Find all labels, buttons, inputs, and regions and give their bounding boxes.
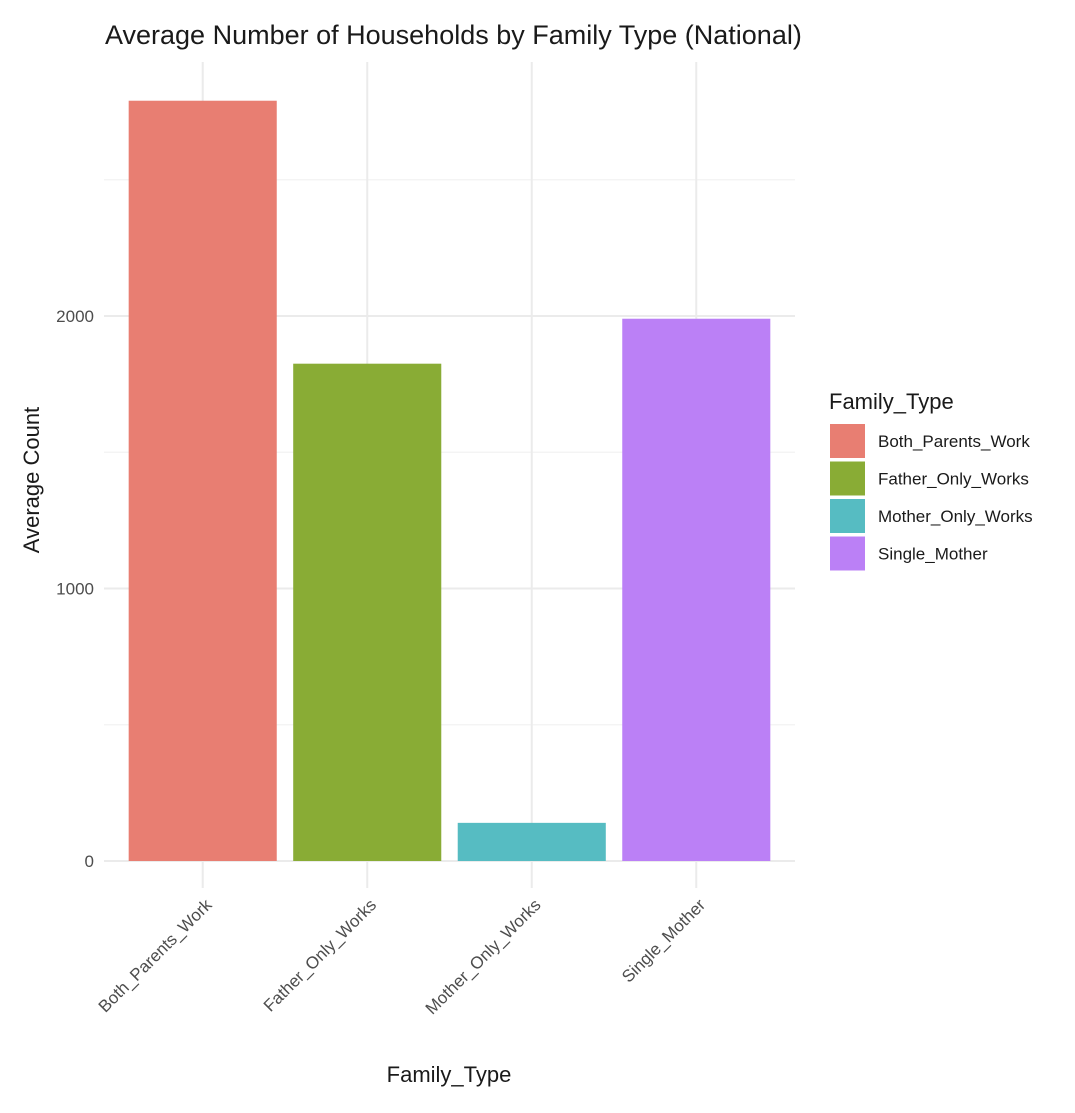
legend-swatch [830,424,865,458]
legend-label: Single_Mother [878,545,988,564]
x-tick-label: Single_Mother [618,895,709,986]
x-tick-label: Mother_Only_Works [422,895,545,1018]
bar-father-only-works [293,363,442,861]
legend-label: Both_Parents_Work [878,432,1030,451]
bar-both-parents-work [128,100,277,862]
y-axis-ticks: 0 1000 2000 [56,307,94,871]
legend-swatch [830,461,865,496]
legend-item: Both_Parents_Work [830,424,1030,458]
y-tick-label: 2000 [56,307,94,326]
legend: Family_Type Both_Parents_Work Father_Only… [829,389,1033,571]
legend-swatch [830,499,865,533]
legend-swatch [830,536,865,571]
chart-title: Average Number of Households by Family T… [105,20,802,50]
y-tick-label: 1000 [56,580,94,599]
legend-items: Both_Parents_Work Father_Only_Works Mother… [830,424,1033,571]
legend-item: Single_Mother [830,536,988,571]
legend-label: Mother_Only_Works [878,507,1033,526]
x-axis-ticks: Both_Parents_Work Father_Only_Works Mother… [95,895,710,1018]
x-tick-label: Father_Only_Works [260,895,380,1015]
bar-mother-only-works [457,822,606,861]
y-tick-label: 0 [85,852,94,871]
y-axis-title: Average Count [19,407,44,553]
bar-single-mother [622,318,771,862]
legend-title: Family_Type [829,389,954,414]
legend-item: Father_Only_Works [830,461,1029,496]
legend-label: Father_Only_Works [878,470,1029,489]
legend-item: Mother_Only_Works [830,499,1033,533]
x-axis-title: Family_Type [387,1062,512,1087]
x-tick-label: Both_Parents_Work [95,895,216,1016]
bars [128,100,771,862]
